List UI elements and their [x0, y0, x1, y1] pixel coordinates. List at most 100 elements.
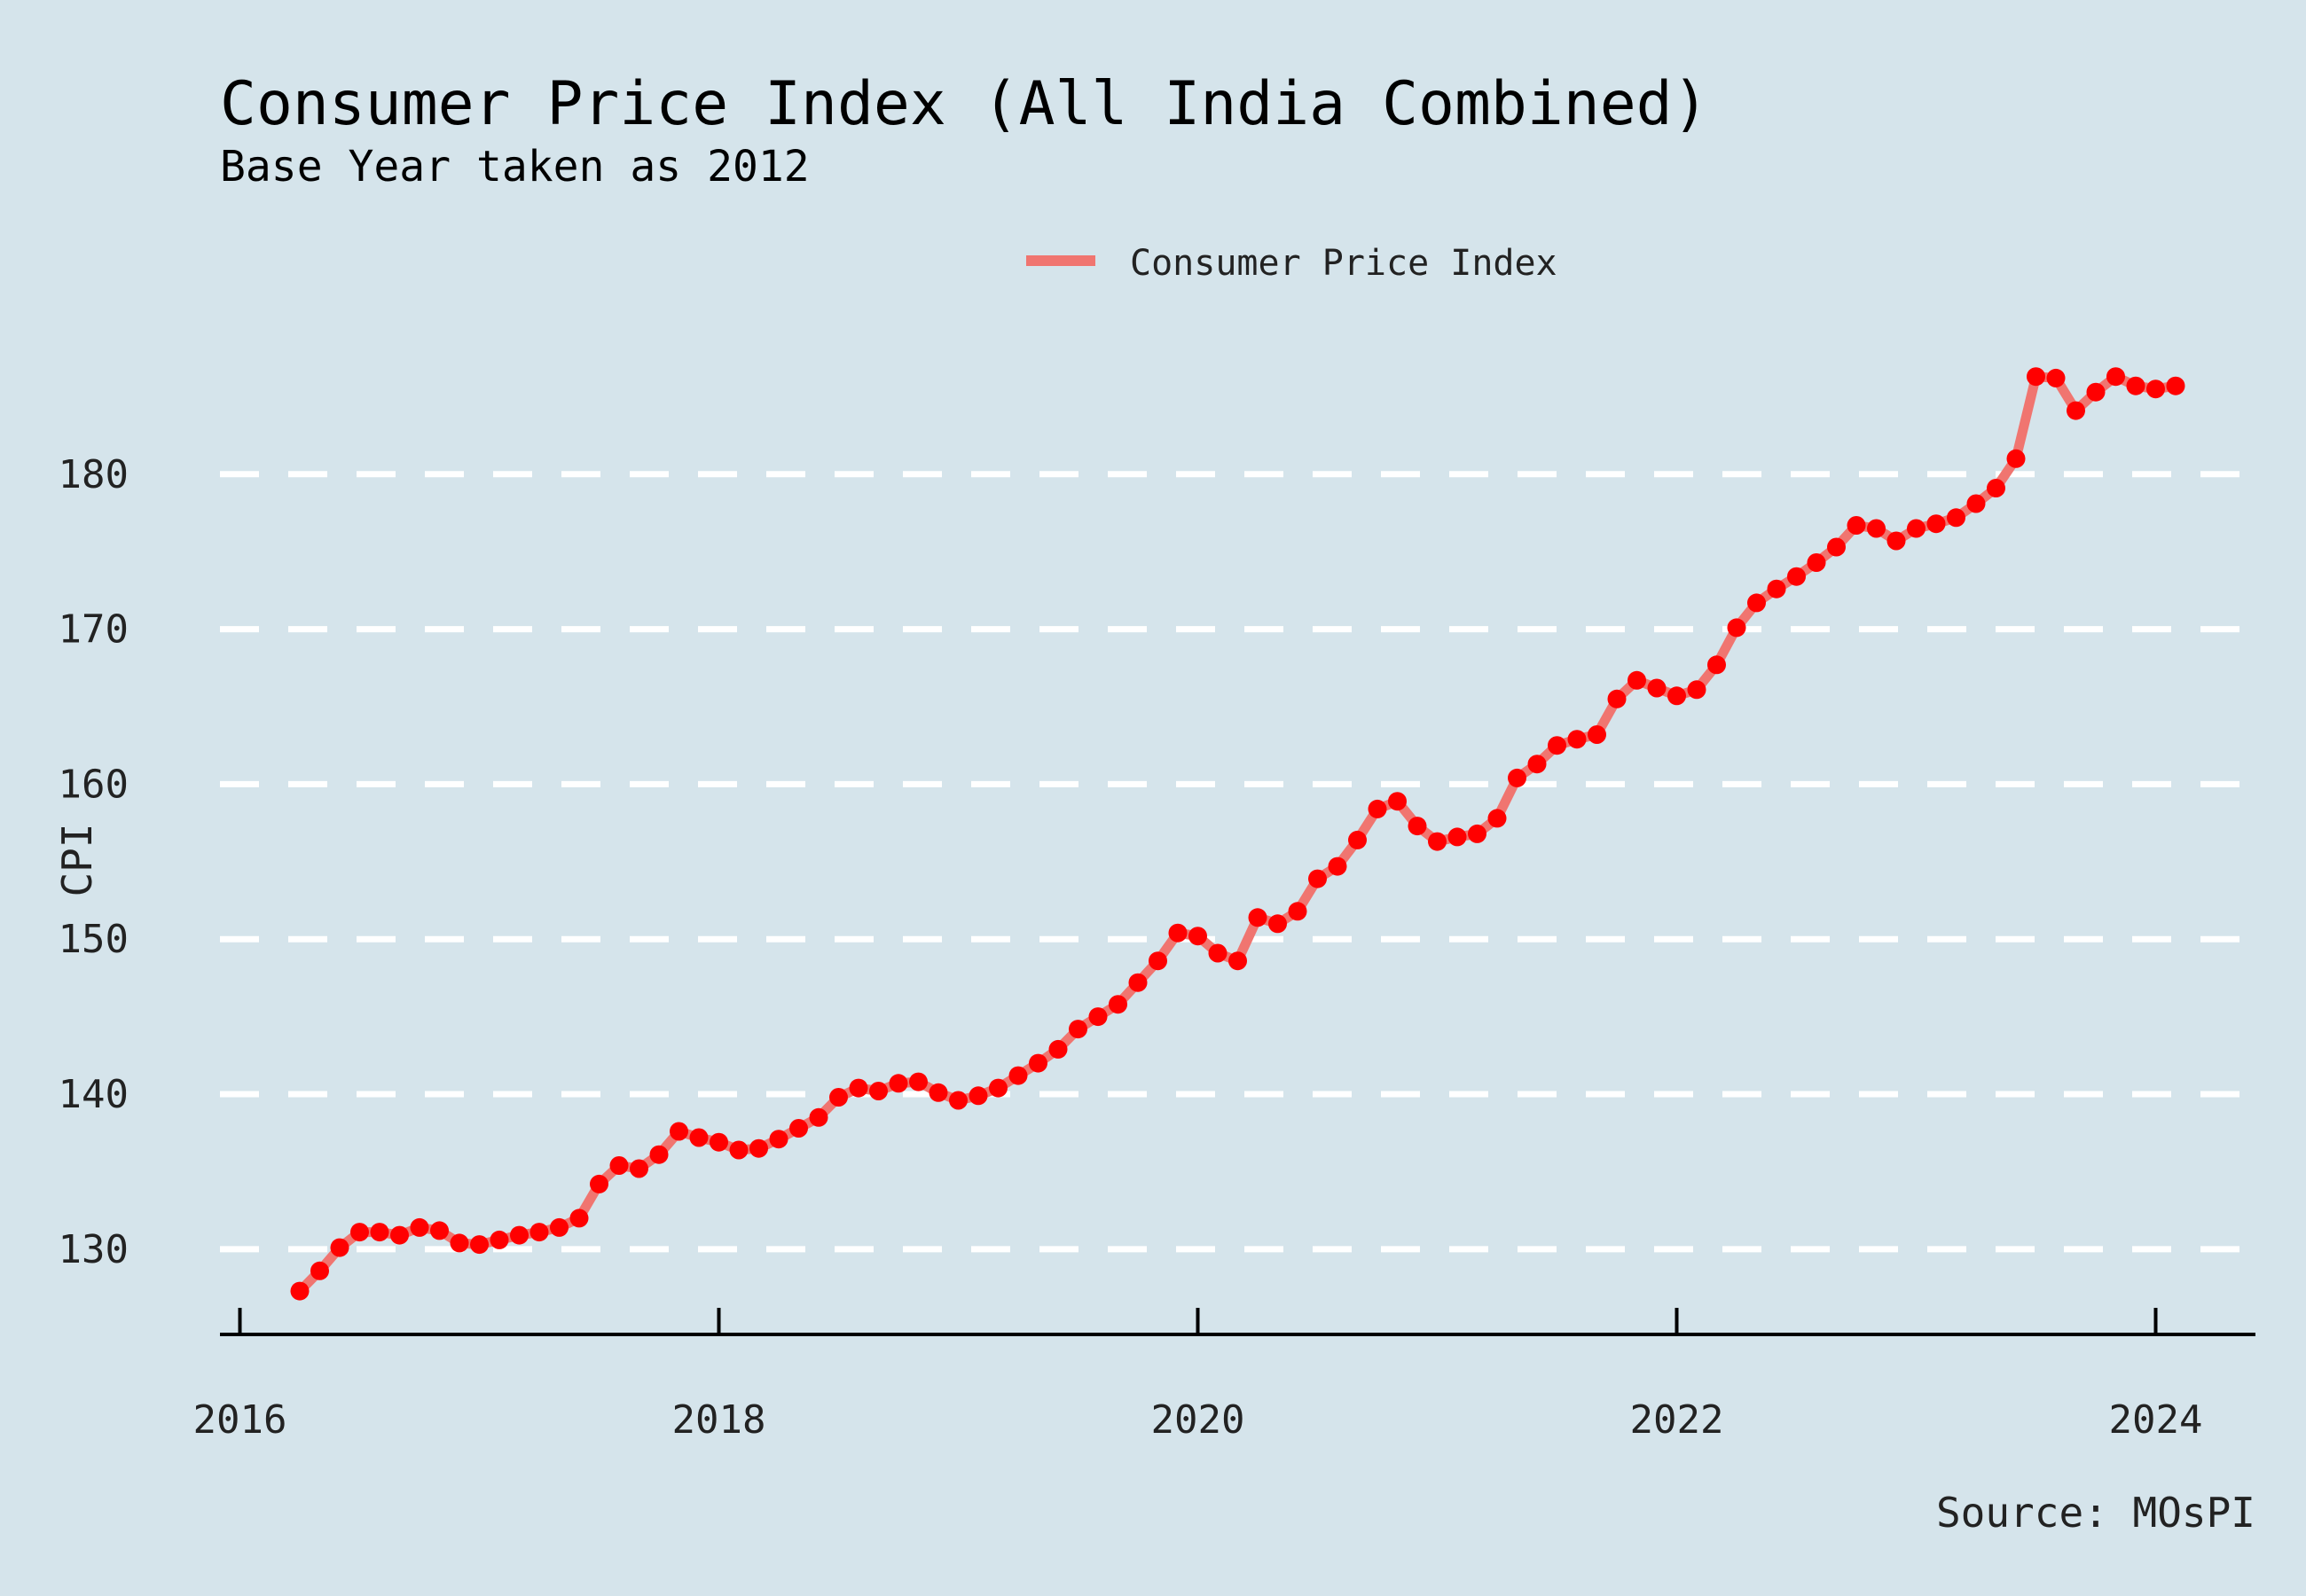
x-tick-label-2024: 2024 [2109, 1397, 2203, 1443]
data-point-2016-04 [290, 1281, 310, 1301]
data-point-2019-08 [1088, 1007, 1108, 1027]
data-point-2023-04 [1966, 494, 1986, 513]
data-point-2018-05 [789, 1119, 808, 1138]
data-point-2017-06 [569, 1209, 589, 1228]
data-point-2016-10 [410, 1217, 429, 1237]
data-point-2019-12 [1168, 923, 1188, 943]
data-point-2021-03 [1468, 824, 1486, 843]
data-point-2017-02 [490, 1230, 509, 1249]
data-point-2022-01 [1667, 686, 1686, 706]
data-point-2016-09 [390, 1225, 409, 1245]
data-point-2021-02 [1447, 827, 1467, 847]
data-point-2020-02 [1208, 943, 1228, 963]
data-point-2019-03 [989, 1078, 1008, 1098]
data-point-2023-11 [2106, 367, 2125, 387]
data-point-2021-07 [1548, 736, 1566, 755]
data-point-2024-01 [2146, 379, 2165, 399]
data-point-2016-12 [450, 1233, 469, 1253]
data-point-2022-10 [1847, 516, 1866, 535]
chart-title: Consumer Price Index (All India Combined… [220, 69, 1709, 139]
data-point-2016-06 [330, 1238, 349, 1257]
data-point-2020-03 [1228, 951, 1247, 971]
data-point-2019-10 [1128, 973, 1148, 992]
data-point-2023-02 [1926, 514, 1946, 534]
data-point-2023-06 [2006, 449, 2026, 468]
series-consumer-price-index [290, 367, 2185, 1301]
data-point-2019-09 [1109, 995, 1127, 1014]
data-point-2016-08 [370, 1223, 389, 1242]
data-point-2023-12 [2126, 376, 2145, 395]
data-point-2017-01 [470, 1235, 489, 1255]
data-point-2018-06 [809, 1107, 828, 1127]
legend: Consumer Price Index [1026, 243, 1557, 284]
data-point-2022-09 [1827, 537, 1846, 557]
data-point-2018-12 [929, 1083, 948, 1102]
data-point-2022-04 [1727, 618, 1746, 638]
data-point-2016-11 [430, 1221, 449, 1240]
data-point-2019-04 [1008, 1066, 1028, 1085]
x-tick-label-2016: 2016 [193, 1397, 287, 1443]
data-point-2020-12 [1408, 817, 1427, 836]
data-point-2022-07 [1787, 567, 1806, 586]
data-point-2019-06 [1048, 1039, 1068, 1059]
data-point-2017-05 [550, 1217, 569, 1237]
data-point-2023-09 [2067, 401, 2085, 420]
data-point-2017-10 [649, 1145, 669, 1164]
data-point-2022-08 [1807, 553, 1826, 572]
data-point-2017-08 [609, 1156, 629, 1175]
legend-label: Consumer Price Index [1130, 243, 1557, 284]
data-point-2020-10 [1368, 799, 1387, 818]
data-point-2022-05 [1747, 593, 1766, 613]
data-point-2023-07 [2027, 367, 2045, 387]
data-point-2021-01 [1428, 832, 1447, 851]
data-point-2023-05 [1987, 479, 2005, 497]
data-point-2016-05 [310, 1261, 329, 1280]
data-point-2020-07 [1308, 869, 1327, 888]
data-point-2018-10 [889, 1074, 908, 1093]
data-point-2023-01 [1907, 519, 1926, 538]
data-point-2021-08 [1567, 730, 1587, 749]
data-point-2020-06 [1288, 902, 1307, 921]
y-tick-label-150: 150 [59, 917, 129, 962]
data-point-2019-11 [1149, 951, 1167, 971]
data-point-2021-09 [1588, 725, 1606, 744]
data-point-2021-04 [1487, 809, 1507, 828]
data-point-2022-11 [1867, 519, 1886, 538]
data-point-2018-11 [909, 1072, 928, 1091]
data-point-2020-04 [1248, 908, 1267, 927]
chart-caption: Source: MOsPI [1936, 1489, 2255, 1537]
y-tick-label-160: 160 [59, 762, 129, 807]
data-point-2019-05 [1029, 1053, 1047, 1073]
data-point-2018-09 [869, 1082, 888, 1100]
data-point-2022-12 [1886, 531, 1906, 551]
data-point-2018-03 [749, 1138, 768, 1158]
data-point-2018-04 [769, 1130, 788, 1149]
x-tick-label-2018: 2018 [672, 1397, 766, 1443]
data-point-2020-09 [1348, 830, 1367, 849]
data-point-2017-11 [670, 1122, 688, 1141]
data-point-2016-07 [350, 1223, 369, 1242]
data-point-2023-08 [2046, 368, 2066, 387]
data-point-2020-08 [1328, 857, 1347, 876]
data-point-2021-10 [1607, 689, 1627, 708]
data-point-2021-12 [1647, 678, 1667, 698]
data-point-2018-02 [729, 1140, 749, 1160]
data-point-2022-03 [1707, 655, 1726, 675]
data-point-2017-12 [689, 1128, 709, 1147]
data-point-2022-02 [1687, 680, 1706, 700]
x-tick-label-2022: 2022 [1630, 1397, 1724, 1443]
data-point-2019-02 [969, 1086, 988, 1106]
y-tick-label-170: 170 [59, 607, 129, 653]
y-tick-label-140: 140 [59, 1072, 129, 1117]
y-axis-ticks: 130 140 150 160 170 180 [59, 452, 129, 1272]
data-point-2023-03 [1947, 508, 1965, 528]
data-point-2018-01 [710, 1132, 728, 1152]
x-axis-ticks: 2016 2018 2020 2022 2024 [193, 1308, 2203, 1443]
data-point-2018-08 [849, 1078, 868, 1098]
data-point-2021-05 [1508, 768, 1526, 787]
y-tick-label-130: 130 [59, 1227, 129, 1272]
chart-subtitle: Base Year taken as 2012 [220, 142, 810, 192]
x-tick-label-2020: 2020 [1151, 1397, 1245, 1443]
